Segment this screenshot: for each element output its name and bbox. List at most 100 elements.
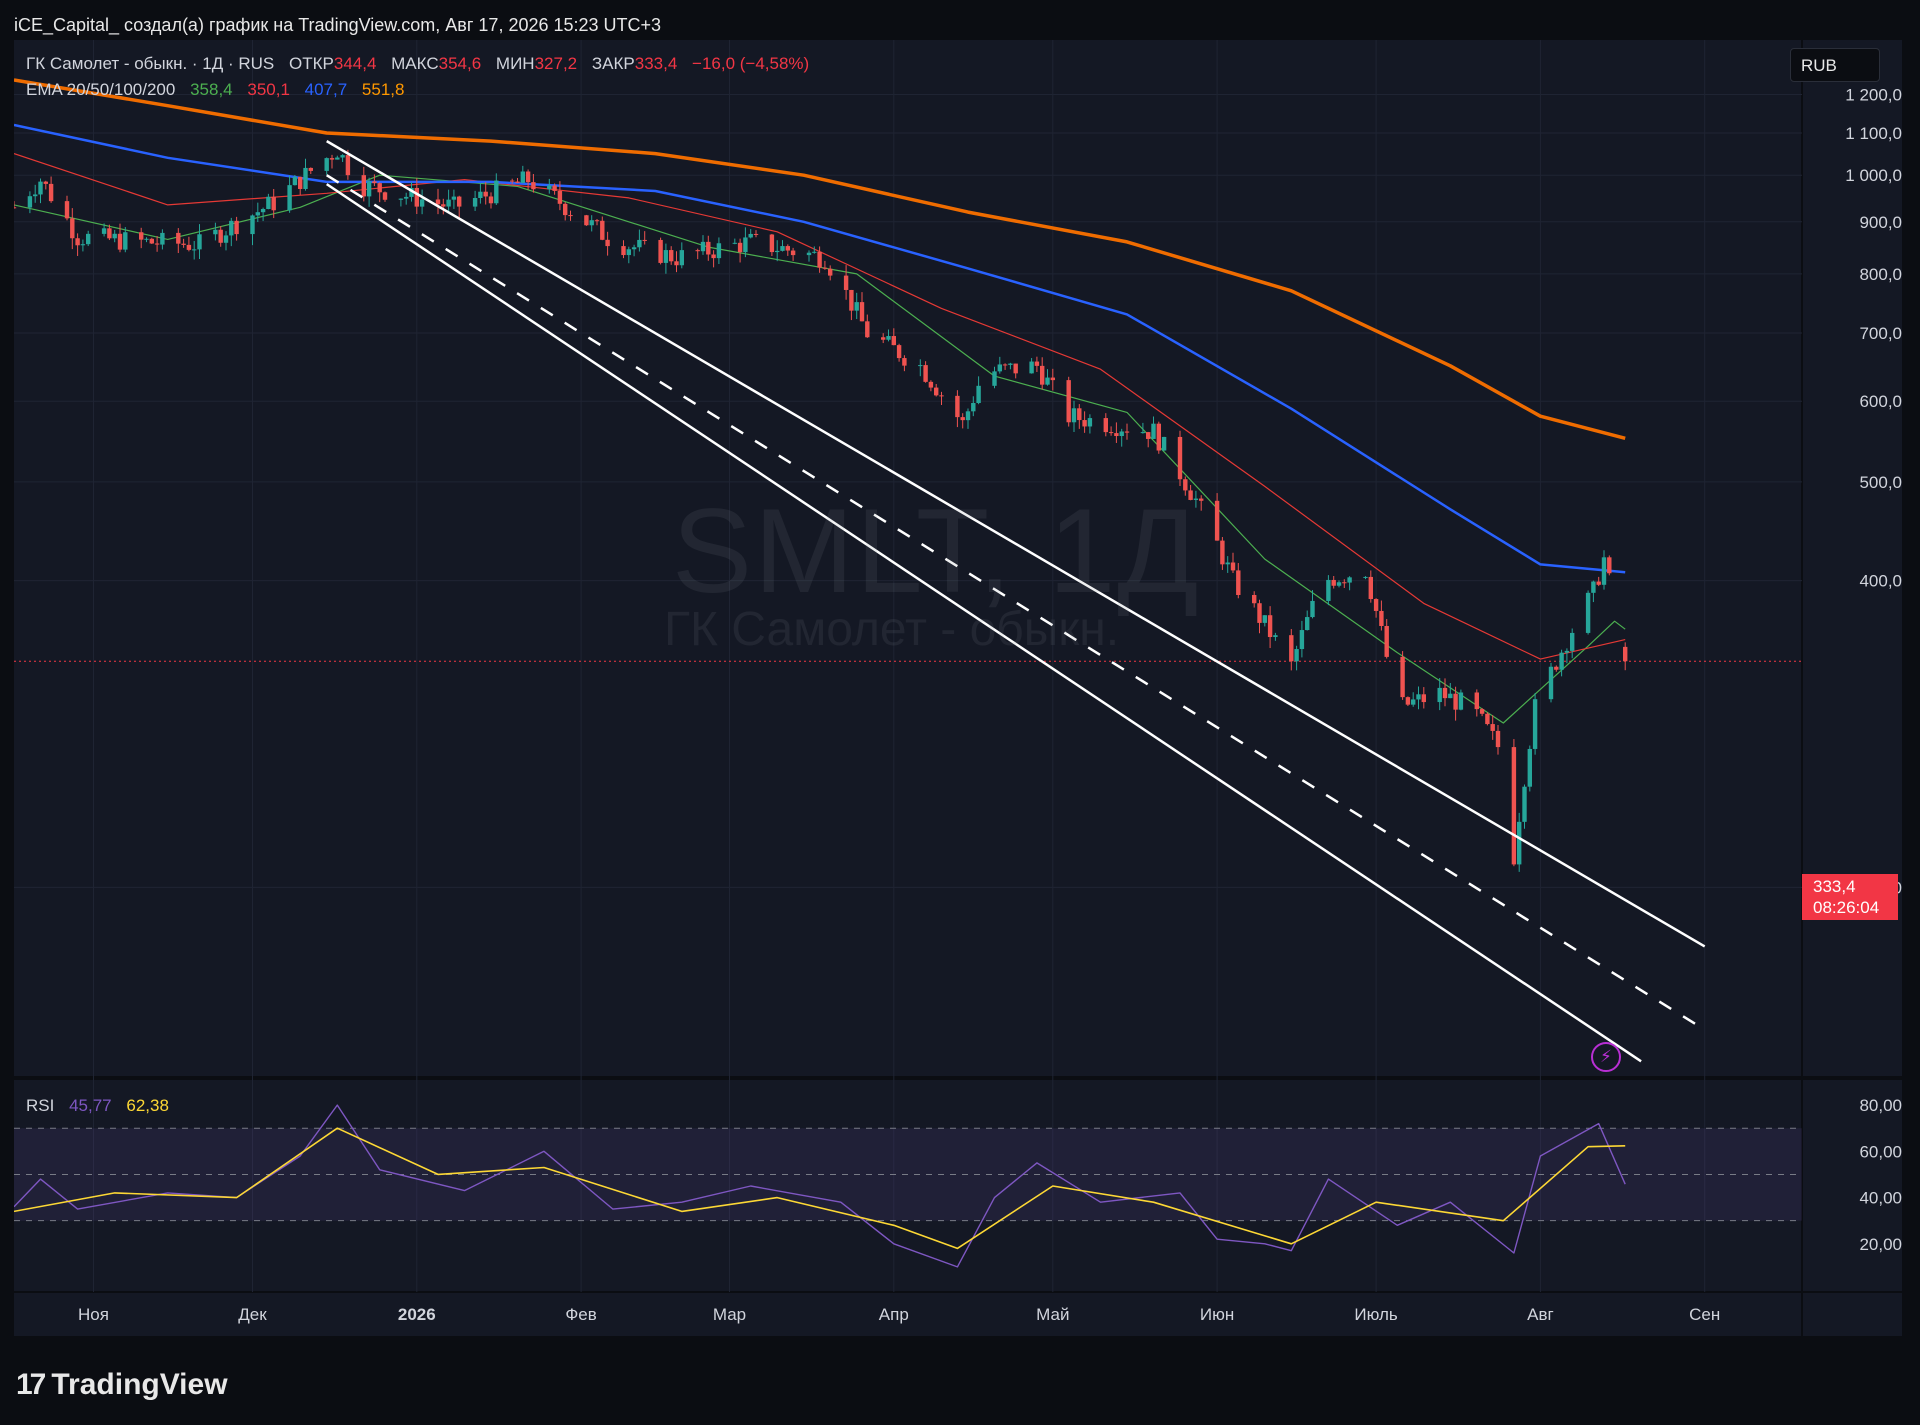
candle-body	[303, 167, 308, 189]
candle-body	[149, 238, 154, 244]
candle-body	[780, 246, 785, 251]
close-label: ЗАКР	[591, 54, 635, 73]
candle-body	[1257, 603, 1262, 623]
candle-body	[1437, 687, 1442, 703]
candle-body	[1532, 699, 1538, 749]
candle-body	[1183, 479, 1188, 491]
candle-body	[1002, 364, 1008, 366]
time-axis: Ноя Дек 2026 Фев Мар Апр Май Июн Июль Авг Сен	[78, 1305, 1720, 1324]
candle-body	[14, 207, 17, 209]
candle-body	[706, 241, 711, 255]
ema-line-ema50	[14, 153, 1626, 660]
candle-body	[1363, 576, 1368, 578]
candle-body	[568, 215, 573, 217]
time-tick-label: Июн	[1200, 1305, 1234, 1324]
candle-body	[494, 180, 499, 204]
candle-body	[377, 183, 382, 193]
candle-body	[48, 183, 54, 202]
candle-body	[663, 250, 669, 263]
candle-body	[1140, 432, 1146, 434]
candle-body	[1310, 600, 1315, 618]
candle-body	[997, 364, 1002, 372]
candle-body	[298, 176, 303, 189]
tradingview-logo-icon: 17	[16, 1368, 46, 1401]
candle-body	[1193, 498, 1199, 500]
candle-body	[457, 196, 462, 207]
candle-body	[1596, 581, 1601, 585]
candle-body	[1161, 436, 1167, 451]
candle-body	[1050, 377, 1055, 381]
candle-body	[642, 239, 647, 241]
price-tick-label: 500,0	[1859, 473, 1902, 492]
candle-body	[1607, 557, 1612, 574]
candle-body	[1199, 498, 1204, 501]
candle-body	[340, 155, 345, 158]
candle-body	[139, 232, 144, 240]
candle-body	[1400, 656, 1405, 698]
candle-body	[1236, 570, 1241, 595]
candle-body	[737, 242, 743, 253]
candle-body	[1230, 562, 1236, 571]
currency-button[interactable]: RUB	[1790, 48, 1880, 82]
candle-body	[1485, 713, 1490, 725]
candle-body	[790, 250, 796, 256]
candle-body	[1379, 610, 1384, 626]
candle-body	[1517, 821, 1522, 865]
candle-body	[1225, 562, 1230, 565]
channel-line-mid	[326, 174, 1706, 1031]
candle-body	[626, 249, 631, 256]
ohlc-legend: ГК Самолет - обыкн. · 1Д · RUS ОТКР344,4…	[26, 54, 819, 74]
candle-body	[1554, 666, 1559, 670]
candle-body	[1156, 423, 1161, 451]
ema200-value: 551,8	[361, 80, 405, 99]
low-value: 327,2	[534, 54, 578, 73]
tradingview-logo[interactable]: 17 TradingView	[16, 1368, 228, 1402]
rsi-line	[14, 1104, 1626, 1268]
candle-body	[292, 176, 298, 186]
candle-body	[928, 381, 934, 388]
footer: 17 TradingView	[0, 1336, 1920, 1425]
candle-body	[75, 238, 80, 246]
time-tick-label: Мар	[713, 1305, 746, 1324]
candle-body	[547, 185, 552, 190]
candle-body	[112, 233, 117, 239]
candle-body	[896, 345, 902, 359]
candle-body	[934, 387, 939, 396]
candle-body	[669, 250, 674, 262]
candle-body	[1146, 432, 1151, 439]
candle-body	[197, 234, 202, 250]
candle-body	[1623, 646, 1628, 662]
candle-body	[859, 302, 865, 322]
candle-body	[33, 194, 38, 197]
open-label: ОТКР	[289, 54, 334, 73]
symbol-label[interactable]: ГК Самолет - обыкн. · 1Д · RUS	[26, 54, 275, 73]
rsi-label[interactable]: RSI	[26, 1096, 55, 1115]
candle-body	[865, 321, 870, 338]
watermark-ticker: SMLT, 1Д	[672, 484, 1201, 618]
lightning-alert-icon[interactable]: ⚡	[1591, 1042, 1621, 1072]
rsi-tick-label: 60,00	[1859, 1142, 1902, 1161]
candle-body	[594, 220, 600, 222]
candle-body	[287, 185, 292, 211]
candle-body	[255, 212, 260, 216]
ema-label[interactable]: EMA 20/50/100/200	[26, 80, 176, 99]
time-tick-label: Дек	[238, 1305, 267, 1324]
time-tick-label: Авг	[1527, 1305, 1554, 1324]
candle-body	[483, 191, 488, 197]
change-value: −16,0 (−4,58%)	[692, 54, 810, 73]
candle-body	[679, 250, 684, 266]
candle-body	[64, 201, 70, 219]
candle-body	[27, 196, 33, 208]
candle-body	[1294, 649, 1299, 662]
candle-body	[1331, 579, 1336, 586]
candle-body	[1008, 363, 1013, 365]
candle-body	[192, 249, 197, 251]
candle-body	[1448, 693, 1453, 699]
candle-body	[308, 167, 313, 171]
rsi-ma-line	[14, 1127, 1626, 1250]
candle-body	[918, 365, 923, 367]
candle-body	[398, 198, 404, 200]
candle-body	[1373, 599, 1379, 611]
